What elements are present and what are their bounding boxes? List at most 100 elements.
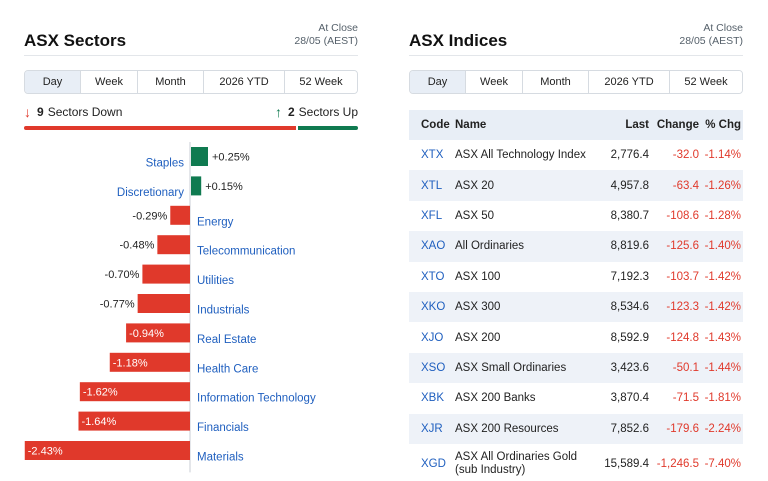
index-name: ASX 100 xyxy=(455,270,501,283)
table-row[interactable]: XKO ASX 300 8,534.6 -123.3 -1.42% xyxy=(409,291,743,323)
index-code-link[interactable]: XJO xyxy=(421,331,444,344)
column-header-pct-change[interactable]: % Chg xyxy=(705,119,741,131)
sector-value-label: -0.94% xyxy=(129,328,164,340)
sector-bar-utilities[interactable] xyxy=(142,264,190,284)
index-change-value: -125.6 xyxy=(666,240,699,253)
sector-bar-financials[interactable] xyxy=(78,411,190,431)
index-change-value: -63.4 xyxy=(672,179,699,192)
index-last-value: 8,534.6 xyxy=(610,301,649,314)
table-row[interactable]: XTX ASX All Technology Index 2,776.4 -32.0-… xyxy=(409,140,743,171)
index-name-cell: ASX All Ordinaries Gold (sub Industry) xyxy=(453,444,589,481)
sector-bar-discretionary[interactable] xyxy=(191,176,202,196)
index-code-link[interactable]: XFL xyxy=(421,209,443,222)
sector-link-utilities[interactable]: Utilities xyxy=(197,275,234,287)
index-code-link[interactable]: XGD xyxy=(421,457,446,470)
sector-bar-health-care[interactable] xyxy=(109,352,190,372)
index-pct-change-value: -1.44% xyxy=(704,361,741,374)
sector-value-label: -1.62% xyxy=(83,387,118,399)
sector-value-label: -0.70% xyxy=(105,269,140,281)
indices-close-date: 28/05 (AEST) xyxy=(679,35,743,47)
indices-tab-52-week[interactable]: 52 Week xyxy=(670,71,742,93)
sector-link-health-care[interactable]: Health Care xyxy=(197,363,258,375)
sectors-down-summary: ↓ 9 Sectors Down xyxy=(24,105,122,119)
column-header-code[interactable]: Code xyxy=(421,119,450,131)
sector-link-industrials[interactable]: Industrials xyxy=(197,305,250,317)
index-change-value: -108.6 xyxy=(666,209,699,222)
index-last-value: 8,592.9 xyxy=(610,331,649,344)
index-name: ASX 200 Banks xyxy=(455,392,536,405)
sector-value-label: -1.64% xyxy=(81,416,116,428)
index-change-value: -71.5 xyxy=(672,392,699,405)
sectors-up-summary: ↑ 2 Sectors Up xyxy=(275,105,358,119)
indices-tab-month[interactable]: Month xyxy=(523,71,589,93)
index-pct-change-value: -2.24% xyxy=(704,422,741,435)
sectors-tab-month[interactable]: Month xyxy=(138,71,204,93)
sector-bar-energy[interactable] xyxy=(170,205,190,225)
index-pct-change-value: -1.43% xyxy=(704,331,741,344)
table-row[interactable]: XJR ASX 200 Resources 7,852.6 -179.6 -2.24% xyxy=(409,413,743,444)
index-code-link[interactable]: XJR xyxy=(421,422,443,435)
index-code-link[interactable]: XTO xyxy=(421,270,445,283)
indices-tab-day[interactable]: Day xyxy=(410,71,466,93)
column-header-last[interactable]: Last xyxy=(625,119,649,131)
sector-link-telecommunication[interactable]: Telecommunication xyxy=(197,246,295,258)
index-code-link[interactable]: XSO xyxy=(421,361,446,374)
index-code-link[interactable]: XTX xyxy=(421,149,444,162)
sector-link-real-estate[interactable]: Real Estate xyxy=(197,334,256,346)
sector-link-discretionary[interactable]: Discretionary xyxy=(117,187,184,199)
sectors-tab-day[interactable]: Day xyxy=(25,71,81,93)
table-row[interactable]: XTL ASX 20 4,957.8 -63.4 -1.26% xyxy=(409,170,743,201)
arrow-down-icon: ↓ xyxy=(24,104,31,120)
index-last-value: 15,589.4 xyxy=(604,457,649,470)
index-name: ASX All Technology Index xyxy=(455,149,586,162)
sectors-up-count: 2 xyxy=(287,105,295,119)
index-name: All Ordinaries xyxy=(455,240,525,253)
index-last-value: 2,776.4 xyxy=(610,149,649,162)
index-change-value: -1,246.5 xyxy=(656,457,699,470)
index-code-link[interactable]: XKO xyxy=(421,301,446,314)
column-header-name[interactable]: Name xyxy=(455,119,487,131)
table-row[interactable]: XJO ASX 200 8,592.9 -124.8 -1.43% xyxy=(409,322,743,353)
sectors-tab-2026-ytd[interactable]: 2026 YTD xyxy=(204,71,285,93)
sectors-tab-52-week[interactable]: 52 Week xyxy=(285,71,357,93)
index-change-value: -124.8 xyxy=(666,331,699,344)
table-row[interactable]: XAO All Ordinaries 8,819.6 -125.6 -1.40% xyxy=(409,231,743,262)
sectors-down-label: Sectors Down xyxy=(47,105,123,119)
sectors-close-date: 28/05 (AEST) xyxy=(294,35,358,47)
sector-bar-materials[interactable] xyxy=(24,441,191,460)
sector-link-staples[interactable]: Staples xyxy=(146,158,185,170)
sectors-tab-week[interactable]: Week xyxy=(81,71,138,93)
index-code-link[interactable]: XAO xyxy=(421,240,446,253)
sector-link-information-technology[interactable]: Information Technology xyxy=(197,393,316,405)
table-row[interactable]: XSO ASX Small Ordinaries 3,423.6 -50.1 -1.44… xyxy=(409,352,743,384)
sectors-down-count: 9 xyxy=(37,105,44,119)
sector-bar-real-estate[interactable] xyxy=(126,323,190,343)
indices-tab-week[interactable]: Week xyxy=(466,71,523,93)
index-name-subtitle: (sub Industry) xyxy=(455,463,526,476)
index-pct-change-value: -1.14% xyxy=(704,149,741,162)
table-row[interactable]: XFL ASX 50 8,380.7 -108.6 -1.28% xyxy=(409,200,743,232)
index-pct-change-value: -1.28% xyxy=(704,209,741,222)
sector-value-label: -2.43% xyxy=(28,446,63,458)
sector-bar-staples[interactable] xyxy=(191,147,208,166)
index-name: ASX Small Ordinaries xyxy=(455,361,567,374)
sector-bar-industrials[interactable] xyxy=(137,294,190,313)
index-last-value: 7,192.3 xyxy=(610,270,649,283)
table-row[interactable]: XBK ASX 200 Banks 3,870.4 -71.5 -1.81% xyxy=(409,383,743,414)
indices-tab-2026-ytd[interactable]: 2026 YTD xyxy=(589,71,670,93)
sector-bar-information-technology[interactable] xyxy=(79,382,190,402)
index-name: ASX 200 xyxy=(455,331,501,344)
sector-link-financials[interactable]: Financials xyxy=(197,422,249,434)
indices-table-header: Code Name Last Change % Chg xyxy=(409,110,743,140)
indices-close-label: At Close xyxy=(703,22,743,34)
sector-value-label: -1.18% xyxy=(113,357,148,369)
table-row[interactable]: XGD ASX All Ordinaries Gold (sub Industry)… xyxy=(409,443,743,481)
sector-bar-telecommunication[interactable] xyxy=(157,235,190,255)
table-row[interactable]: XTO ASX 100 7,192.3 -103.7 -1.42% xyxy=(409,261,743,292)
index-pct-change-value: -1.81% xyxy=(704,392,741,405)
column-header-change[interactable]: Change xyxy=(656,119,699,131)
sector-link-materials[interactable]: Materials xyxy=(197,452,244,464)
sector-link-energy[interactable]: Energy xyxy=(197,216,234,228)
index-code-link[interactable]: XBK xyxy=(421,392,445,405)
index-code-link[interactable]: XTL xyxy=(421,179,443,192)
